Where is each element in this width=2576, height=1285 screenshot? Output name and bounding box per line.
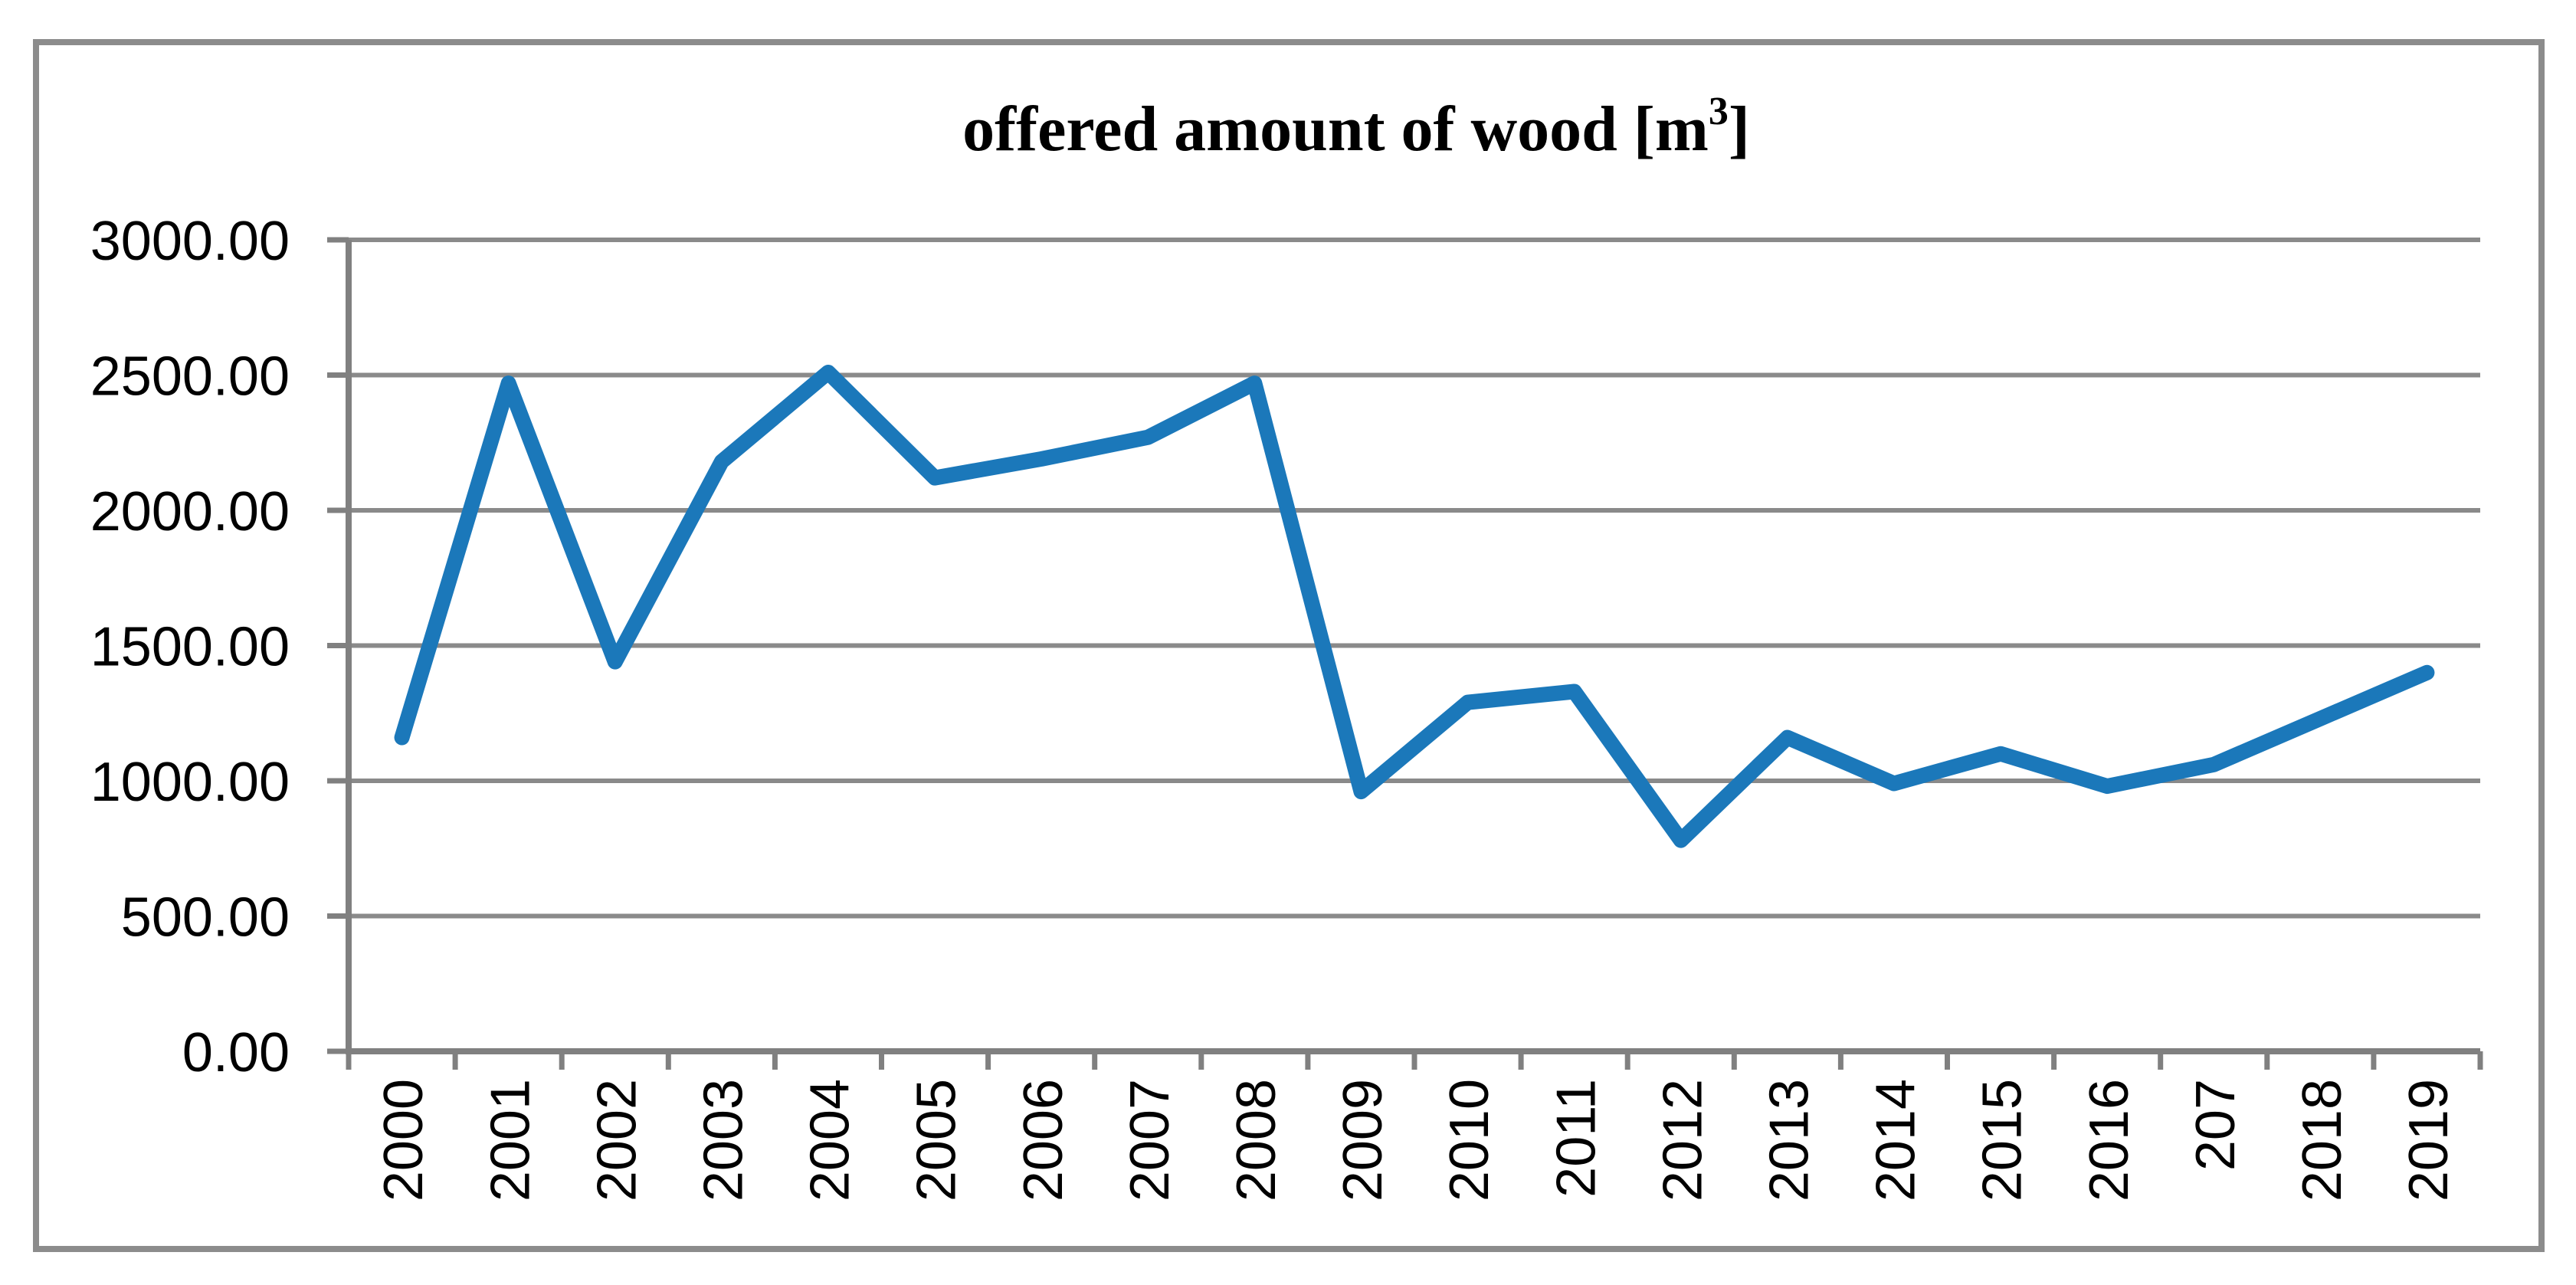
x-axis-label-2014: 2014 [1866, 1079, 1927, 1201]
x-axis-label-2013: 2013 [1758, 1079, 1820, 1201]
x-axis-label-2002: 2002 [586, 1079, 647, 1201]
y-axis-label-2000.00: 2000.00 [90, 481, 290, 543]
y-axis-label-0.00: 0.00 [182, 1022, 290, 1083]
x-axis-label-2019: 2019 [2398, 1079, 2460, 1201]
x-axis-label-2010: 2010 [1439, 1079, 1500, 1201]
chart-frame-border [33, 39, 2545, 1252]
x-axis-label-2007: 2007 [1119, 1079, 1181, 1201]
y-axis-label-1500.00: 1500.00 [90, 616, 290, 677]
x-axis-label-2003: 2003 [693, 1079, 754, 1201]
y-axis-label-1000.00: 1000.00 [90, 752, 290, 813]
x-axis-label-2015: 2015 [1972, 1079, 2034, 1201]
y-axis-label-3000.00: 3000.00 [90, 211, 290, 272]
x-axis-label-2006: 2006 [1013, 1079, 1074, 1201]
x-axis-label-2016: 2016 [2079, 1079, 2140, 1201]
x-axis-label-2008: 2008 [1226, 1079, 1287, 1201]
x-axis-label-2011: 2011 [1545, 1079, 1607, 1198]
series-line-offered-amount-of-wood [394, 364, 2435, 848]
x-axis-label-2000: 2000 [373, 1079, 434, 1201]
x-axis-label-2001: 2001 [480, 1079, 541, 1201]
x-axis-label-2018: 2018 [2292, 1079, 2353, 1201]
x-axis-label-2009: 2009 [1332, 1079, 1394, 1201]
y-axis-label-500.00: 500.00 [121, 887, 290, 948]
y-axis-label-2500.00: 2500.00 [90, 346, 290, 407]
x-axis-label-2005: 2005 [906, 1079, 968, 1201]
x-axis-label-2012: 2012 [1652, 1079, 1713, 1201]
x-axis-label-2004: 2004 [800, 1079, 861, 1201]
chart-title: offered amount of wood [m3] [962, 90, 1750, 165]
x-axis-label-207: 207 [2185, 1079, 2247, 1171]
